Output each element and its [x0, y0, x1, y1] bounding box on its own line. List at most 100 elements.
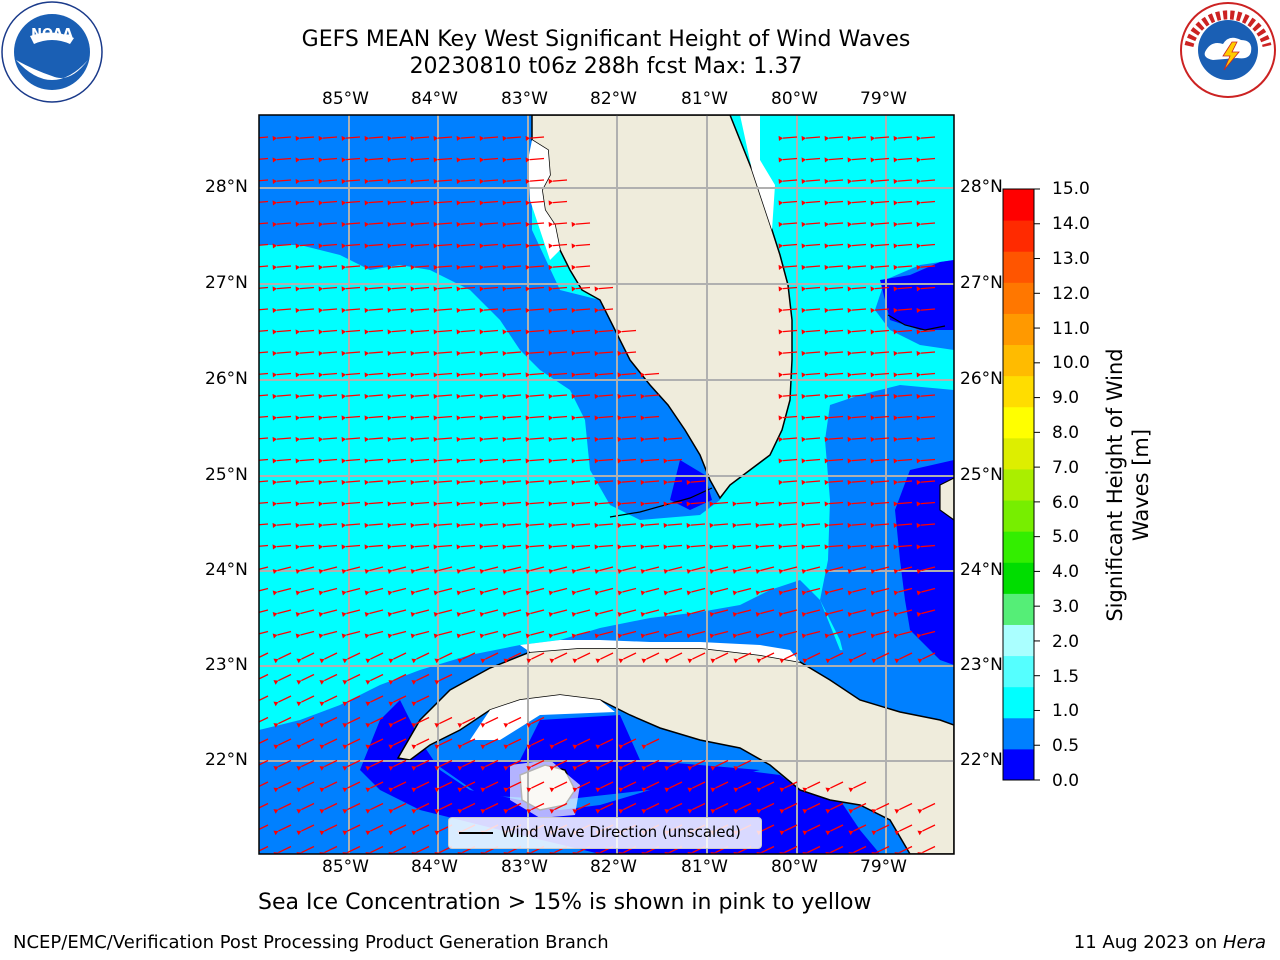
- wind-arrow-head: [617, 522, 623, 529]
- wind-arrow: [259, 394, 269, 397]
- wind-arrow: [529, 222, 545, 225]
- wind-arrow: [851, 372, 867, 376]
- wind-arrow: [805, 437, 821, 440]
- wind-arrow: [345, 222, 361, 225]
- wind-arrow-head: [709, 522, 715, 529]
- wind-arrow: [259, 501, 269, 504]
- wind-arrow-head: [250, 852, 255, 857]
- wind-arrow: [552, 501, 568, 505]
- wind-arrow: [759, 523, 775, 526]
- wind-arrow: [714, 630, 729, 636]
- wind-arrow-head: [595, 658, 601, 664]
- wind-arrow: [851, 222, 867, 225]
- wind-arrow-head: [434, 658, 440, 664]
- wind-arrow: [760, 587, 775, 593]
- wind-arrow: [599, 609, 614, 615]
- wind-arrow: [299, 480, 315, 483]
- wind-arrow-head: [825, 787, 831, 793]
- wind-arrow-head: [893, 544, 899, 550]
- wind-arrow: [805, 523, 821, 526]
- lat-tick-right: 22°N: [960, 750, 1003, 770]
- wind-arrow-head: [778, 393, 784, 400]
- wind-arrow-head: [709, 612, 715, 618]
- wind-arrow: [276, 351, 292, 354]
- lat-tick-right: 28°N: [960, 177, 1003, 197]
- wind-arrow-head: [341, 479, 347, 486]
- wind-arrow: [644, 437, 660, 440]
- wind-arrow: [529, 480, 545, 483]
- wind-arrow: [529, 157, 545, 161]
- wind-arrow-head: [848, 787, 854, 793]
- wind-arrow: [874, 523, 890, 526]
- wind-arrow: [278, 716, 292, 725]
- wind-arrow: [575, 243, 591, 247]
- wind-arrow-head: [295, 479, 301, 486]
- wind-arrow-head: [778, 544, 784, 550]
- wind-arrow-head: [479, 350, 485, 357]
- colorbar-tick: 4.0: [1052, 562, 1080, 582]
- wind-arrow: [761, 824, 775, 832]
- wind-arrow-head: [388, 701, 394, 707]
- wind-arrow: [391, 329, 407, 333]
- wind-arrow-head: [525, 264, 531, 271]
- wind-arrow-head: [893, 221, 899, 228]
- wind-arrow-head: [893, 633, 899, 639]
- wind-arrow: [506, 157, 522, 161]
- wind-arrow-head: [457, 766, 463, 771]
- wind-arrow-head: [525, 350, 531, 357]
- wind-arrow: [485, 716, 499, 725]
- lon-tick-bottom: 83°W: [501, 857, 548, 877]
- wind-arrow-head: [410, 329, 416, 335]
- wind-arrow-head: [456, 243, 462, 249]
- wind-arrow-head: [548, 612, 554, 618]
- wind-arrow-head: [433, 436, 439, 443]
- wind-arrow: [552, 308, 568, 311]
- wind-arrow-head: [663, 569, 669, 575]
- wind-arrow: [713, 544, 729, 548]
- wind-arrow: [368, 329, 384, 333]
- wind-arrow: [529, 179, 545, 182]
- wind-arrow-head: [801, 372, 807, 378]
- wind-arrow: [369, 566, 384, 572]
- wind-arrow: [345, 394, 361, 397]
- wind-arrow: [483, 544, 499, 548]
- wind-arrow-head: [503, 809, 509, 814]
- wind-arrow-head: [503, 744, 509, 750]
- wind-arrow-head: [526, 809, 532, 814]
- wind-arrow: [897, 200, 913, 204]
- graticule: [259, 115, 954, 854]
- wind-arrow-head: [778, 135, 784, 142]
- wind-arrow: [416, 652, 430, 660]
- wind-arrow: [439, 759, 453, 768]
- wind-arrow: [416, 824, 430, 832]
- wind-arrow-head: [364, 178, 370, 185]
- wind-arrow: [874, 394, 890, 397]
- wind-arrow: [276, 222, 292, 225]
- wind-arrow-head: [457, 723, 463, 728]
- wind-arrow-head: [479, 157, 485, 163]
- wind-arrow-head: [802, 787, 808, 793]
- wind-arrow: [828, 222, 844, 225]
- wind-arrow: [852, 587, 867, 593]
- wind-arrow: [920, 157, 936, 161]
- wind-arrow: [391, 372, 407, 376]
- wind-arrow-head: [778, 157, 784, 163]
- wind-arrow: [874, 437, 890, 440]
- wind-arrow: [460, 136, 476, 139]
- wind-arrow-head: [640, 522, 646, 529]
- wind-arrow-head: [272, 590, 278, 596]
- wind-arrow: [805, 200, 821, 204]
- wind-arrow: [851, 415, 867, 419]
- wind-arrow-head: [502, 307, 508, 314]
- wind-arrow-head: [318, 393, 324, 400]
- wind-arrow-head: [364, 135, 370, 142]
- wind-arrow-head: [272, 436, 278, 443]
- wind-arrow-head: [848, 809, 854, 814]
- wind-arrow: [897, 329, 913, 333]
- wind-arrow: [345, 265, 361, 268]
- wind-arrow: [369, 587, 384, 593]
- wind-arrow-head: [433, 200, 439, 206]
- wind-arrow: [324, 759, 338, 768]
- wind-arrow: [368, 200, 384, 204]
- wind-arrow-head: [479, 415, 485, 421]
